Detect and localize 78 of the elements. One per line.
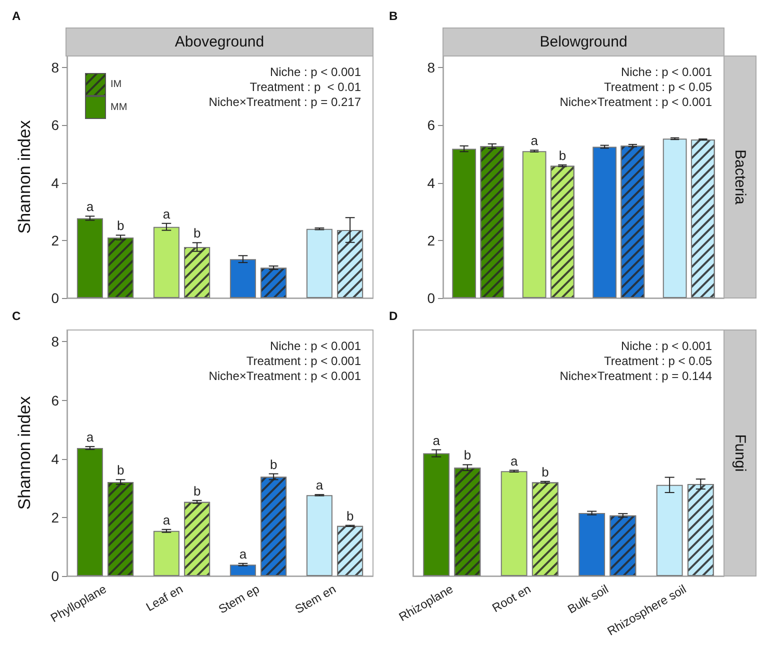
y2-axis-title: Fungi (732, 434, 748, 472)
annotation: Treatment : p < 0.01 (250, 80, 362, 94)
y-tick-label: 4 (51, 450, 60, 467)
y-tick-label: 8 (51, 60, 60, 76)
data-label: b (270, 456, 278, 472)
annotation: Niche : p < 0.001 (620, 339, 712, 353)
data-label: a (510, 453, 518, 468)
annotation: Niche : p < 0.001 (270, 339, 362, 353)
y-tick-label: 0 (51, 568, 60, 584)
bar (230, 259, 256, 298)
bar (306, 228, 332, 298)
data-label: a (432, 432, 441, 448)
data-label: b (558, 148, 566, 163)
data-label: b (116, 218, 124, 234)
annotation: Niche×Treatment : p = 0.144 (560, 369, 712, 383)
chart-subtitle: A (12, 9, 21, 23)
legend-label: MM (110, 102, 128, 113)
bar (230, 564, 256, 576)
x-tick-label: Stem ep (216, 582, 262, 616)
legend-label: IM (110, 79, 122, 90)
bar (500, 471, 528, 576)
bar (76, 448, 103, 576)
data-label: a (530, 133, 539, 148)
x-tick-label: Bulk soil (565, 582, 611, 616)
y-tick-label: 2 (427, 232, 436, 248)
y-tick-label: 2 (51, 232, 60, 248)
annotation: Niche×Treatment : p = 0.217 (208, 95, 362, 109)
bar (662, 138, 687, 298)
x-tick-label: Root en (490, 582, 534, 616)
data-label: a (162, 206, 171, 222)
data-label: a (86, 430, 94, 445)
y-tick-label: 2 (51, 509, 60, 526)
y-tick-label: 4 (51, 174, 60, 191)
data-label: b (346, 508, 354, 524)
y-tick-label: 4 (427, 174, 436, 191)
bar (452, 148, 476, 298)
chart-title: Belowground (540, 34, 628, 50)
y-axis-title: Shannon index (15, 120, 34, 234)
data-label: a (316, 478, 324, 493)
bar (306, 495, 332, 576)
data-label: a (239, 546, 248, 562)
bar (153, 226, 180, 298)
data-label: b (193, 226, 201, 241)
data-label: a (86, 199, 94, 214)
annotation: Niche : p < 0.001 (270, 65, 362, 79)
y-axis-title: Shannon index (15, 396, 34, 510)
chart-title: Aboveground (174, 34, 264, 50)
y-tick-label: 0 (427, 290, 436, 306)
data-label: b (464, 448, 472, 463)
bar (656, 484, 683, 576)
annotation: Treatment : p < 0.001 (246, 354, 362, 368)
y-tick-label: 6 (427, 117, 436, 134)
y-tick-label: 6 (51, 117, 60, 134)
y-tick-label: 0 (51, 290, 60, 306)
chart-subtitle: B (389, 9, 398, 23)
annotation: Treatment : p < 0.05 (604, 80, 712, 94)
annotation: Treatment : p < 0.05 (604, 354, 712, 368)
data-label: b (116, 462, 124, 478)
bar (592, 146, 617, 298)
x-tick-label: Leaf en (144, 582, 186, 614)
bar (76, 218, 103, 298)
y-tick-label: 8 (51, 334, 60, 350)
annotation: Niche×Treatment : p < 0.001 (208, 369, 362, 383)
chart-subtitle: C (12, 309, 21, 323)
data-label: a (162, 512, 171, 528)
bar (578, 513, 606, 576)
annotation: Niche : p < 0.001 (620, 65, 712, 79)
x-tick-label: Stem en (292, 582, 338, 616)
data-label: b (542, 464, 549, 480)
chart-subtitle: D (389, 309, 398, 323)
bar (522, 151, 546, 298)
y-tick-label: 8 (427, 60, 436, 76)
annotation: Niche×Treatment : p < 0.001 (560, 95, 712, 109)
y-tick-label: 6 (51, 392, 60, 408)
y2-axis-title: Bacteria (732, 149, 748, 206)
bar (153, 530, 180, 576)
bar (423, 453, 450, 576)
data-label: b (193, 483, 201, 498)
